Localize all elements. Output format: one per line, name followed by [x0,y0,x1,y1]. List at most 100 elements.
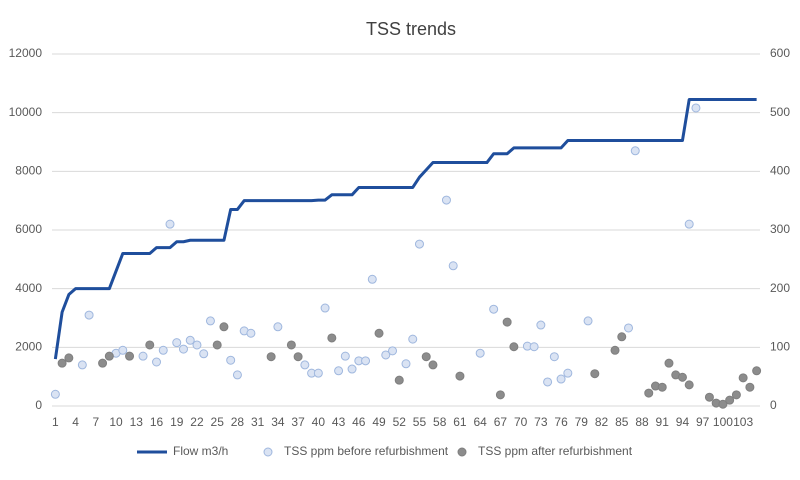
scatter-point [172,338,182,348]
y2-tick-label: 500 [770,105,790,119]
scatter-point [340,351,350,361]
scatter-point [226,355,236,365]
scatter-point [158,345,168,355]
scatter-point [664,358,674,368]
y2-tick-label: 0 [770,398,777,412]
scatter-point [529,342,539,352]
scatter-point [509,342,519,352]
y2-tick-label: 600 [770,46,790,60]
scatter-point [286,340,296,350]
scatter-point [178,344,188,354]
x-tick-label: 61 [453,415,467,429]
scatter-point [152,357,162,367]
scatter-point [502,317,512,327]
scatter-point [374,328,384,338]
y-tick-label: 0 [35,398,42,412]
y2-tick-label: 100 [770,340,790,354]
x-tick-label: 103 [733,415,753,429]
scatter-point [549,352,559,362]
scatter-point [448,261,458,271]
y-tick-label: 4000 [15,281,42,295]
scatter-point [381,350,391,360]
scatter-point [125,351,135,361]
scatter-point [50,389,60,399]
scatter-point [489,304,499,314]
x-tick-label: 58 [433,415,447,429]
x-tick-label: 97 [696,415,710,429]
y2-tick-label: 200 [770,281,790,295]
x-tick-label: 55 [413,415,427,429]
legend-label: Flow m3/h [173,444,228,458]
scatter-point [738,373,748,383]
x-tick-label: 64 [473,415,487,429]
scatter-point [684,219,694,229]
scatter-point [401,359,411,369]
scatter-point [745,382,755,392]
scatter-point [543,377,553,387]
scatter-point [691,103,701,113]
scatter-point [388,346,398,356]
scatter-point [293,352,303,362]
scatter-point [300,360,310,370]
x-tick-label: 7 [92,415,99,429]
flow-line [53,97,757,360]
scatter-point [64,353,74,363]
x-tick-label: 25 [211,415,225,429]
scatter-point [327,333,337,343]
scatter-point [617,332,627,342]
scatter-point [725,395,735,405]
scatter-point [610,345,620,355]
scatter-point [212,340,222,350]
scatter-point [138,351,148,361]
scatter-point [320,303,330,313]
x-tick-label: 16 [150,415,164,429]
x-tick-label: 91 [656,415,670,429]
scatter-point [752,366,762,376]
y-tick-label: 6000 [15,222,42,236]
x-tick-label: 88 [635,415,649,429]
x-tick-label: 13 [130,415,144,429]
scatter-point [414,239,424,249]
scatter-point [104,351,114,361]
x-tick-label: 31 [251,415,265,429]
scatter-point [165,219,175,229]
scatter-point [185,335,195,345]
scatter-point [421,352,431,362]
scatter-point [441,195,451,205]
x-tick-label: 70 [514,415,528,429]
scatter-point [361,356,371,366]
x-tick-label: 4 [72,415,79,429]
legend-label: TSS ppm after refurbishment [478,444,633,458]
scatter-point [563,368,573,378]
x-tick-label: 19 [170,415,184,429]
scatter-point [118,345,128,355]
scatter-point [657,382,667,392]
y-tick-label: 12000 [9,46,43,60]
scatter-point [684,380,694,390]
y2-tick-label: 400 [770,164,790,178]
scatter-point [677,372,687,382]
scatter-point [145,340,155,350]
scatter-point [84,310,94,320]
y-tick-label: 8000 [15,164,42,178]
scatter-point [273,322,283,332]
scatter-point [704,392,714,402]
scatter-point [192,340,202,350]
scatter-point [199,349,209,359]
scatter-point [644,388,654,398]
x-tick-label: 73 [534,415,548,429]
scatter-point [731,390,741,400]
scatter-point [57,358,67,368]
scatter-point [590,369,600,379]
scatter-point [630,146,640,156]
x-tick-label: 1 [52,415,59,429]
x-tick-label: 34 [271,415,285,429]
x-tick-label: 67 [494,415,508,429]
scatter-point [583,316,593,326]
scatter-point [428,360,438,370]
legend-swatch [263,447,273,457]
scatter-point [246,328,256,338]
scatter-point [536,320,546,330]
y-tick-label: 2000 [15,340,42,354]
